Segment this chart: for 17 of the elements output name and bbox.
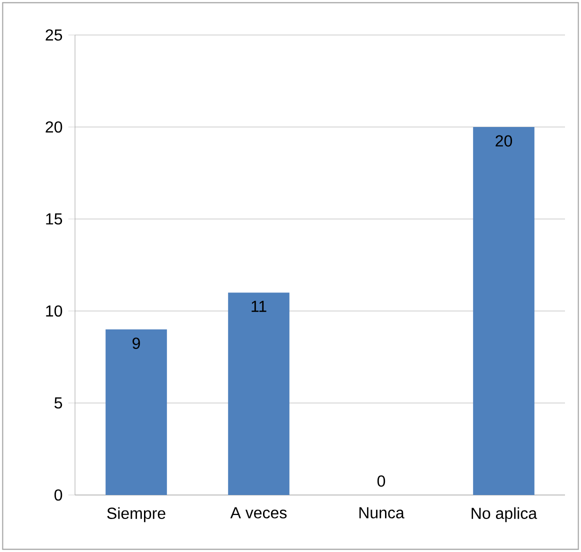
data-label: 11 bbox=[252, 300, 266, 312]
y-tick-label: 0 bbox=[54, 489, 62, 501]
data-label: 0 bbox=[377, 475, 386, 487]
bar bbox=[473, 126, 534, 495]
data-label: 20 bbox=[496, 135, 512, 147]
y-tick-label: 25 bbox=[46, 29, 62, 41]
bar bbox=[228, 292, 290, 495]
x-tick-label: Siempre bbox=[107, 507, 166, 522]
x-tick-label: No aplica bbox=[472, 507, 538, 522]
y-tick-label: 20 bbox=[46, 121, 62, 133]
x-tick-label: Nunca bbox=[359, 507, 404, 518]
y-tick-label: 15 bbox=[46, 213, 62, 225]
y-tick-label: 10 bbox=[46, 305, 62, 317]
data-label: 9 bbox=[132, 338, 140, 349]
x-tick-label: A veces bbox=[230, 507, 287, 518]
y-tick-label: 5 bbox=[54, 397, 62, 409]
bar bbox=[106, 329, 167, 495]
